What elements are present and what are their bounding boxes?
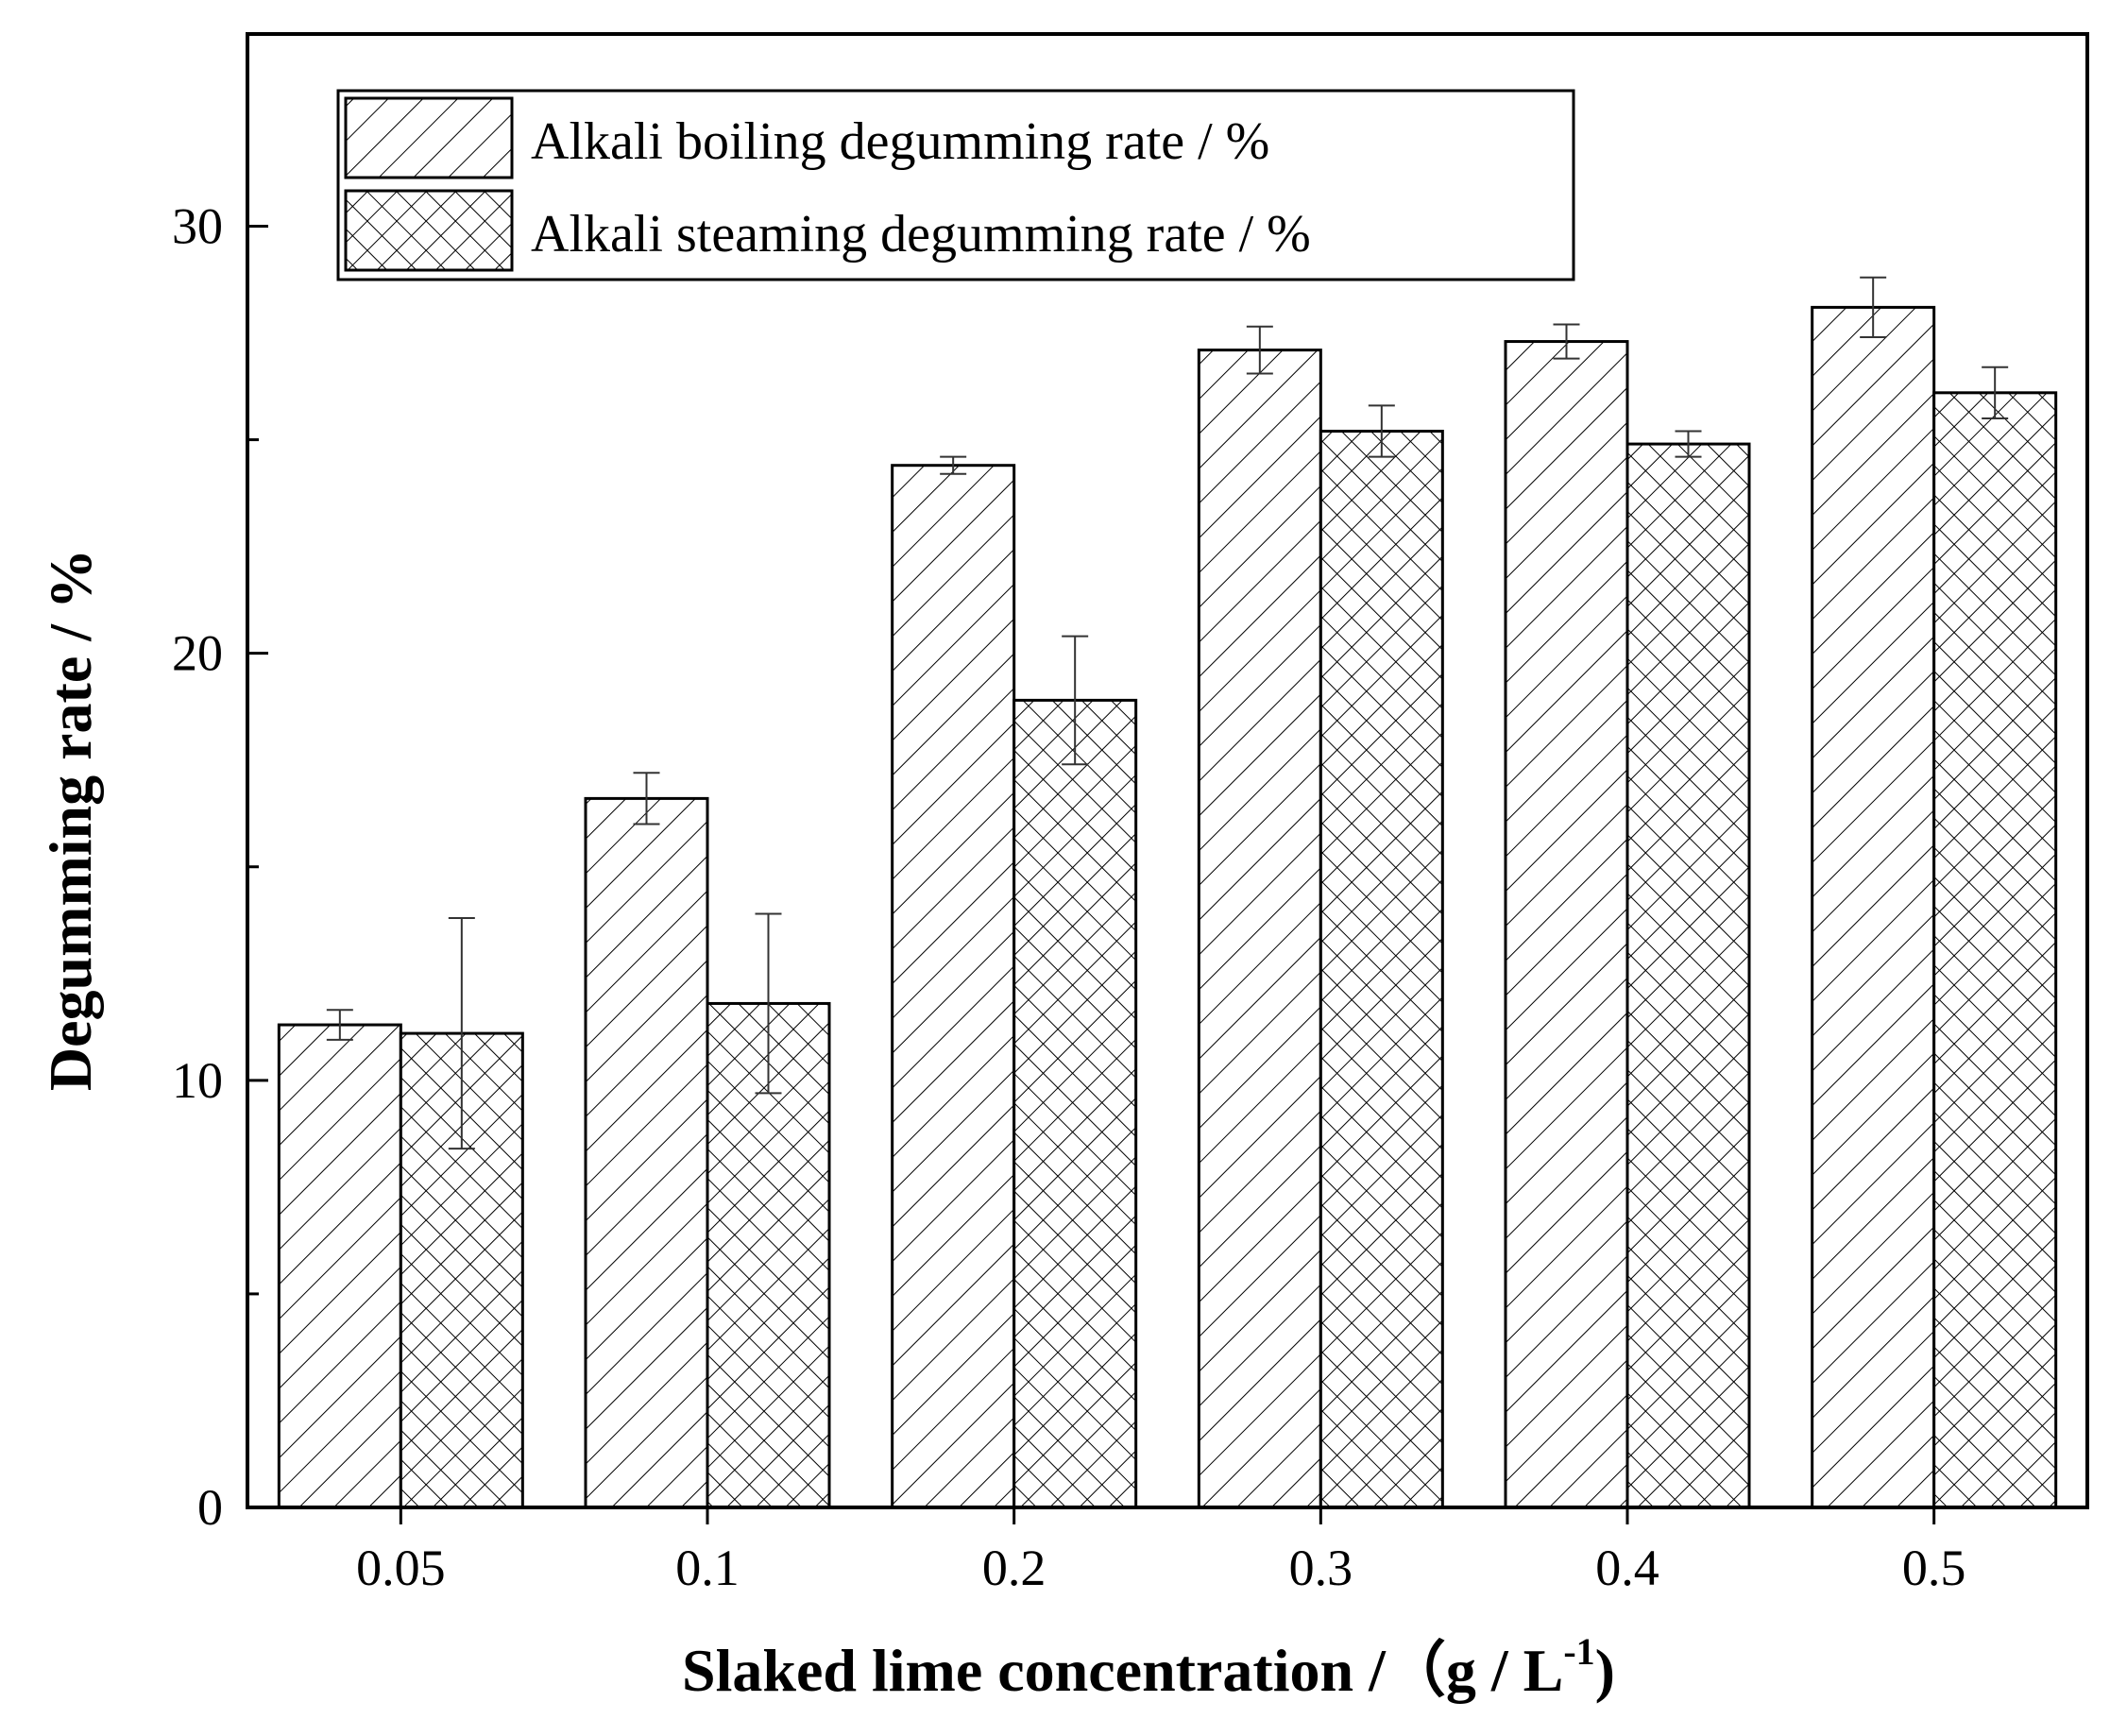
error-bar-boiling-0.05 xyxy=(326,1009,353,1041)
error-bar-steaming-0.1 xyxy=(755,912,782,1095)
error-bars-layer xyxy=(326,276,2009,1150)
x-axis-title-main: Slaked lime concentration /（g / L xyxy=(682,1637,1563,1704)
bar-boiling-0.1 xyxy=(584,796,709,1509)
error-bar-boiling-0.1 xyxy=(633,772,660,825)
x-axis-title-superscript: -1 xyxy=(1563,1630,1594,1673)
legend-label-steaming: Alkali steaming degumming rate / % xyxy=(531,205,1311,264)
y-tick-label: 30 xyxy=(172,197,223,254)
error-bar-steaming-0.5 xyxy=(1982,366,2009,419)
bar-boiling-0.4 xyxy=(1504,340,1629,1509)
legend-swatch-boiling xyxy=(344,96,514,179)
y-tick-label: 10 xyxy=(172,1052,223,1109)
bar-boiling-0.5 xyxy=(1811,305,1936,1509)
x-axis-title: Slaked lime concentration /（g / L-1) xyxy=(682,1630,1615,1704)
error-bar-boiling-0.2 xyxy=(940,455,967,475)
x-tick-label: 0.5 xyxy=(1902,1540,1966,1596)
error-bar-steaming-0.2 xyxy=(1062,635,1089,766)
x-tick-label: 0.1 xyxy=(675,1540,740,1596)
x-axis-title-suffix: ) xyxy=(1595,1637,1615,1704)
x-tick-label: 0.2 xyxy=(982,1540,1046,1596)
error-bar-boiling-0.3 xyxy=(1246,325,1273,375)
legend-box xyxy=(336,89,1575,281)
x-tick-label: 0.4 xyxy=(1595,1540,1659,1596)
bars-layer xyxy=(277,305,2058,1509)
y-axis-title: Degumming rate / % xyxy=(37,549,104,1091)
legend-swatch-steaming xyxy=(344,189,514,272)
axes-layer: 0.05 0.1 0.2 0.3 0.4 0.5 0 10 20 30 xyxy=(172,32,2089,1596)
error-bar-steaming-0.3 xyxy=(1368,404,1395,458)
error-bar-boiling-0.4 xyxy=(1553,323,1580,360)
bar-boiling-0.05 xyxy=(277,1023,402,1509)
bar-steaming-0.4 xyxy=(1625,442,1751,1509)
bar-steaming-0.3 xyxy=(1319,430,1444,1509)
x-tick-label: 0.3 xyxy=(1289,1540,1353,1596)
error-bar-boiling-0.5 xyxy=(1860,276,1887,339)
error-bar-steaming-0.05 xyxy=(448,917,475,1150)
bar-steaming-0.2 xyxy=(1012,698,1138,1509)
bar-boiling-0.3 xyxy=(1197,349,1322,1509)
bar-steaming-0.5 xyxy=(1932,391,2058,1509)
x-tick-label: 0.05 xyxy=(356,1540,446,1596)
legend: Alkali boiling degumming rate / % Alkali… xyxy=(336,89,1575,281)
error-bar-steaming-0.4 xyxy=(1675,430,1702,458)
bar-boiling-0.2 xyxy=(891,464,1016,1509)
plot-frame xyxy=(246,32,2089,1509)
legend-label-boiling: Alkali boiling degumming rate / % xyxy=(531,112,1269,171)
y-tick-label: 0 xyxy=(197,1479,223,1536)
y-tick-label: 20 xyxy=(172,625,223,682)
